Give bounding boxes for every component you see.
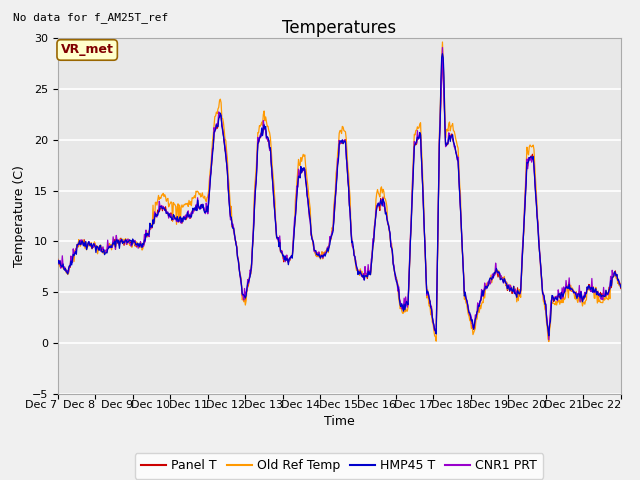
Legend: Panel T, Old Ref Temp, HMP45 T, CNR1 PRT: Panel T, Old Ref Temp, HMP45 T, CNR1 PRT bbox=[135, 453, 543, 479]
X-axis label: Time: Time bbox=[324, 415, 355, 429]
Title: Temperatures: Temperatures bbox=[282, 19, 396, 37]
Text: VR_met: VR_met bbox=[61, 44, 114, 57]
Y-axis label: Temperature (C): Temperature (C) bbox=[13, 165, 26, 267]
Text: No data for f_AM25T_ref: No data for f_AM25T_ref bbox=[13, 12, 168, 23]
